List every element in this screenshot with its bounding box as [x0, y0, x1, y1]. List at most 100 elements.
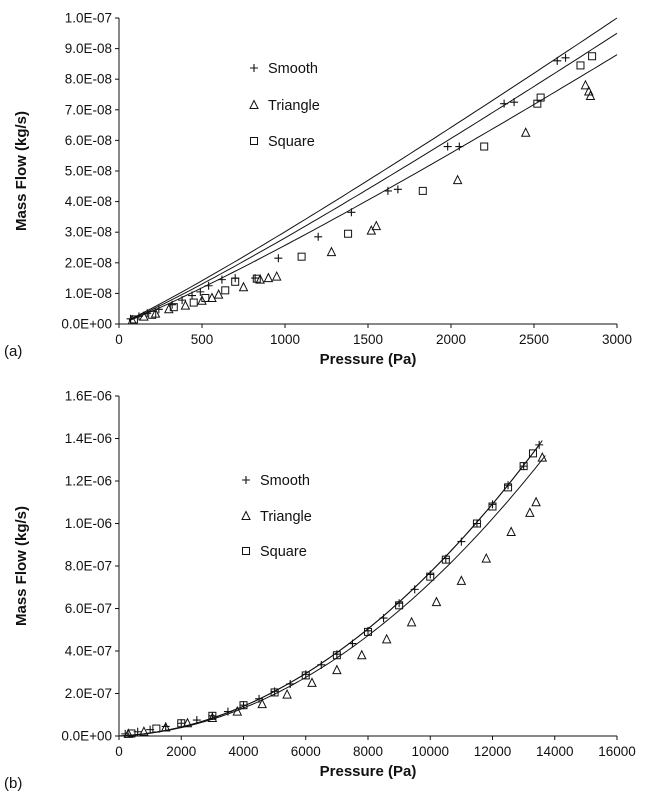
data-point-triangle: [371, 220, 382, 231]
y-tick-label: 2.0E-08: [65, 255, 112, 270]
data-point-square: [418, 186, 427, 195]
data-point-smooth: [395, 599, 404, 608]
data-point-square: [504, 483, 513, 492]
x-tick-label: 12000: [474, 744, 512, 759]
data-point-triangle: [431, 596, 442, 607]
data-point-smooth: [196, 287, 205, 296]
legend-label-triangle: Triangle: [260, 509, 312, 525]
data-point-square: [528, 449, 537, 458]
data-point-triangle: [585, 90, 596, 101]
data-point-square: [189, 298, 198, 307]
data-point-square: [364, 627, 372, 636]
data-point-square: [169, 303, 178, 312]
x-tick-label: 2500: [519, 332, 549, 347]
x-tick-label: 1500: [353, 332, 383, 347]
y-tick-label: 1.6E-06: [65, 389, 112, 404]
data-point-smooth: [177, 719, 186, 728]
fit-curve-smooth: [118, 440, 543, 737]
data-point-triangle: [406, 616, 417, 627]
data-point-triangle: [481, 552, 492, 563]
x-tick-label: 6000: [291, 744, 321, 759]
data-point-triangle: [255, 274, 265, 284]
legend-marker-square: [242, 547, 250, 555]
y-tick-label: 8.0E-08: [65, 72, 112, 87]
fit-curve-triangle: [128, 54, 618, 322]
data-point-square: [519, 462, 528, 471]
data-point-smooth: [314, 232, 323, 241]
x-tick-label: 8000: [353, 744, 383, 759]
data-point-square: [588, 52, 597, 61]
data-point-triangle: [139, 311, 149, 321]
data-point-smooth: [561, 53, 570, 62]
data-point-square: [332, 651, 341, 660]
y-tick-label: 2.0E-07: [65, 686, 112, 701]
data-point-square: [576, 61, 585, 70]
data-point-square: [270, 688, 279, 697]
data-point-smooth: [410, 585, 419, 594]
legend-marker-square: [250, 137, 258, 145]
data-point-triangle: [366, 225, 377, 235]
data-point-triangle: [307, 677, 317, 687]
panel-label: (a): [4, 343, 22, 360]
data-point-square: [148, 310, 157, 319]
data-point-triangle: [456, 575, 467, 585]
data-point-triangle: [282, 688, 292, 699]
data-point-triangle: [182, 717, 193, 728]
data-point-triangle: [197, 295, 207, 305]
data-point-square: [472, 519, 481, 528]
y-tick-label: 1.0E-06: [65, 516, 112, 531]
data-point-triangle: [580, 79, 591, 90]
data-point-square: [208, 711, 217, 720]
x-tick-label: 16000: [598, 744, 636, 759]
data-point-triangle: [537, 452, 548, 462]
y-tick-label: 1.2E-06: [65, 474, 112, 489]
y-tick-label: 4.0E-07: [65, 644, 112, 659]
y-tick-label: 1.0E-07: [65, 11, 112, 26]
data-point-square: [221, 286, 230, 295]
data-point-triangle: [326, 246, 337, 257]
legend-marker-smooth: [242, 476, 250, 484]
data-point-square: [426, 572, 435, 581]
y-tick-label: 0.0E+00: [61, 317, 112, 332]
legend-marker-triangle: [249, 99, 259, 109]
data-point-triangle: [207, 292, 217, 302]
y-axis-title: Mass Flow (kg/s): [13, 506, 30, 626]
x-axis-title: Pressure (Pa): [320, 763, 417, 780]
data-point-square: [297, 252, 306, 261]
x-tick-label: 4000: [228, 744, 258, 759]
x-tick-label: 10000: [411, 744, 449, 759]
legend-label-square: Square: [260, 544, 307, 560]
data-point-triangle: [163, 303, 174, 314]
x-tick-label: 500: [191, 332, 214, 347]
data-point-triangle: [238, 281, 249, 292]
data-point-square: [201, 293, 210, 302]
data-point-triangle: [506, 526, 516, 536]
data-point-square: [129, 315, 138, 324]
x-axis-title: Pressure (Pa): [320, 351, 417, 368]
data-point-smooth: [393, 185, 402, 194]
y-tick-label: 0.0E+00: [61, 729, 112, 744]
x-tick-label: 14000: [536, 744, 574, 759]
data-point-square: [301, 671, 310, 680]
y-tick-label: 6.0E-08: [65, 133, 112, 148]
panel-label: (b): [4, 775, 22, 792]
chart-panel-a: 0.0E+00 1.0E-08 2.0E-08 3.0E-08 4.0E-08 5.0E-…: [4, 11, 632, 369]
data-point-triangle: [452, 174, 463, 185]
y-tick-label: 1.0E-08: [65, 286, 112, 301]
data-point-smooth: [535, 440, 544, 449]
y-tick-label: 8.0E-07: [65, 559, 112, 574]
data-point-square: [177, 719, 186, 728]
y-tick-label: 1.4E-06: [65, 431, 112, 446]
legend-label-smooth: Smooth: [260, 473, 310, 489]
data-point-triangle: [213, 289, 224, 299]
legend-label-smooth: Smooth: [268, 61, 318, 77]
x-tick-label: 3000: [602, 332, 632, 347]
data-point-triangle: [525, 507, 535, 517]
legend-marker-triangle: [241, 510, 251, 520]
data-point-square: [441, 555, 450, 564]
data-point-square: [231, 277, 240, 286]
data-point-square: [127, 729, 136, 738]
data-point-triangle: [356, 649, 367, 660]
legend-label-square: Square: [268, 134, 315, 150]
